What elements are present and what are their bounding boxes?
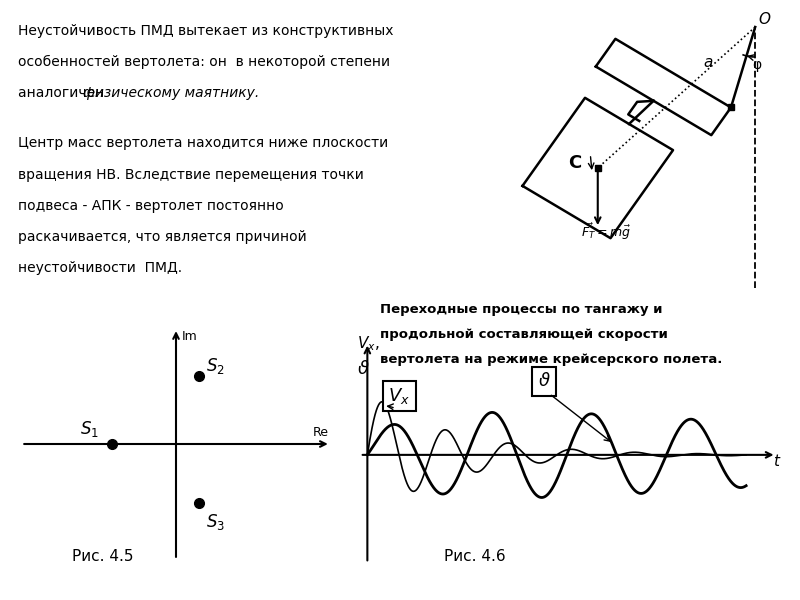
Text: $V_x$: $V_x$ — [388, 386, 410, 406]
Text: $S_2$: $S_2$ — [206, 356, 225, 376]
Text: $S_1$: $S_1$ — [80, 419, 99, 439]
Text: физическому маятнику.: физическому маятнику. — [83, 86, 259, 100]
Text: особенностей вертолета: он  в некоторой степени: особенностей вертолета: он в некоторой с… — [18, 55, 390, 69]
Text: вертолета на режиме крейсерского полета.: вертолета на режиме крейсерского полета. — [380, 353, 722, 367]
Text: t: t — [773, 454, 778, 469]
Text: вращения НВ. Вследствие перемещения точки: вращения НВ. Вследствие перемещения точк… — [18, 167, 363, 182]
Text: $V_x,$: $V_x,$ — [357, 335, 380, 353]
Text: неустойчивости  ПМД.: неустойчивости ПМД. — [18, 261, 182, 275]
Text: a: a — [704, 55, 713, 70]
Text: Re: Re — [313, 425, 329, 439]
Text: Неустойчивость ПМД вытекает из конструктивных: Неустойчивость ПМД вытекает из конструкт… — [18, 24, 393, 38]
Text: O: O — [758, 12, 770, 27]
Text: раскачивается, что является причиной: раскачивается, что является причиной — [18, 230, 306, 244]
Text: φ: φ — [752, 58, 761, 72]
Text: $\vartheta$: $\vartheta$ — [357, 360, 370, 378]
Text: $\vec{F_T} = m\vec{g}$: $\vec{F_T} = m\vec{g}$ — [582, 222, 631, 242]
Text: Переходные процессы по тангажу и: Переходные процессы по тангажу и — [380, 303, 662, 316]
Text: Im: Im — [182, 329, 197, 343]
Text: C: C — [568, 154, 582, 172]
Text: $S_3$: $S_3$ — [206, 512, 225, 532]
Text: Рис. 4.5: Рис. 4.5 — [72, 549, 134, 564]
Text: подвеса - АПК - вертолет постоянно: подвеса - АПК - вертолет постоянно — [18, 199, 283, 213]
Text: Рис. 4.6: Рис. 4.6 — [444, 549, 506, 564]
Text: аналогичен: аналогичен — [18, 86, 108, 100]
Text: продольной составляющей скорости: продольной составляющей скорости — [380, 328, 668, 341]
Text: Центр масс вертолета находится ниже плоскости: Центр масс вертолета находится ниже плос… — [18, 136, 388, 151]
Text: $\vartheta$: $\vartheta$ — [538, 372, 550, 390]
